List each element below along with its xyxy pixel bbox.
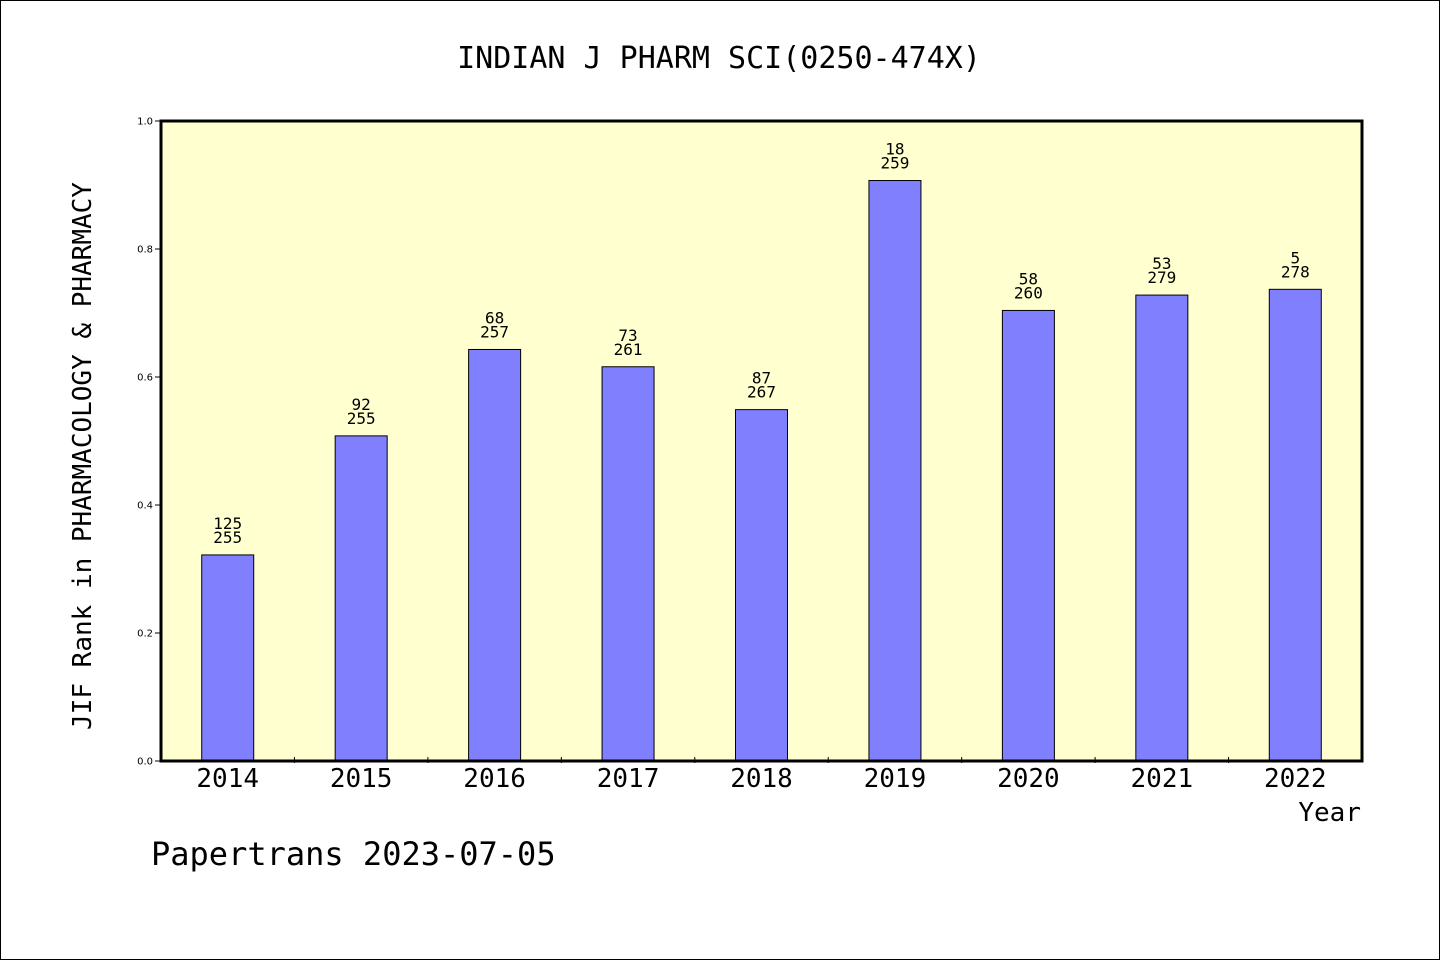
bar-2016 — [468, 348, 522, 762]
y-tick-label: 0.2 — [137, 629, 153, 640]
x-tick-label: 2015 — [330, 764, 393, 794]
x-axis: 2014 2015 2016 2017 2018 2019 2020 2021 2022 — [196, 757, 1327, 794]
bar-rank-label: 92 — [352, 395, 371, 414]
bar-total-label: 261 — [614, 340, 643, 359]
x-tick-label: 2018 — [730, 764, 793, 794]
x-tick-label: 2016 — [463, 764, 526, 794]
bar-total-label: 278 — [1281, 262, 1310, 281]
bar-rank-label: 53 — [1152, 254, 1171, 273]
bar-2022 — [1268, 288, 1322, 762]
y-axis: 0.0 0.2 0.4 0.6 0.8 1.0 — [137, 117, 161, 768]
bar-total-label: 255 — [347, 409, 376, 428]
x-tick-label: 2017 — [597, 764, 660, 794]
x-tick-label: 2014 — [196, 764, 259, 794]
bar-2021 — [1135, 294, 1189, 762]
x-axis-label: Year — [1298, 798, 1361, 828]
plot-border — [159, 119, 1364, 763]
bar-rank-label: 58 — [1019, 269, 1038, 288]
bar-rank-label: 5 — [1290, 248, 1300, 267]
bar-total-label: 259 — [880, 154, 909, 173]
bar-rank-label: 87 — [752, 369, 771, 388]
bar-rank-label: 73 — [618, 326, 637, 345]
bar-total-label: 255 — [213, 528, 242, 547]
y-tick-label: 1.0 — [137, 117, 153, 128]
x-tick-label: 2021 — [1131, 764, 1194, 794]
bar-total-label: 279 — [1147, 268, 1176, 287]
x-tick-label: 2020 — [997, 764, 1060, 794]
bar-2020 — [1001, 309, 1055, 762]
y-axis-label: JIF Rank in PHARMACOLOGY & PHARMACY — [68, 182, 98, 730]
bar-total-label: 257 — [480, 322, 509, 341]
bar-2018 — [735, 409, 788, 762]
bar-2019 — [868, 180, 922, 762]
x-tick-label: 2019 — [864, 764, 927, 794]
bar-2015 — [334, 435, 388, 762]
bar-2014 — [201, 554, 255, 762]
bar-2017 — [601, 366, 655, 762]
x-tick-label: 2022 — [1264, 764, 1327, 794]
chart-title: INDIAN J PHARM SCI(0250-474X) — [457, 41, 981, 76]
bar-rank-label: 18 — [885, 140, 904, 159]
bar-rank-label: 125 — [213, 514, 242, 533]
y-tick-label: 0.4 — [137, 501, 153, 512]
bar-total-label: 260 — [1014, 283, 1043, 302]
bar-total-label: 267 — [747, 383, 776, 402]
footer-credit: Papertrans 2023-07-05 — [151, 835, 556, 873]
y-tick-label: 0.0 — [137, 757, 153, 768]
y-tick-label: 0.6 — [137, 373, 153, 384]
y-tick-label: 0.8 — [137, 245, 153, 256]
bar-rank-label: 68 — [485, 308, 504, 327]
